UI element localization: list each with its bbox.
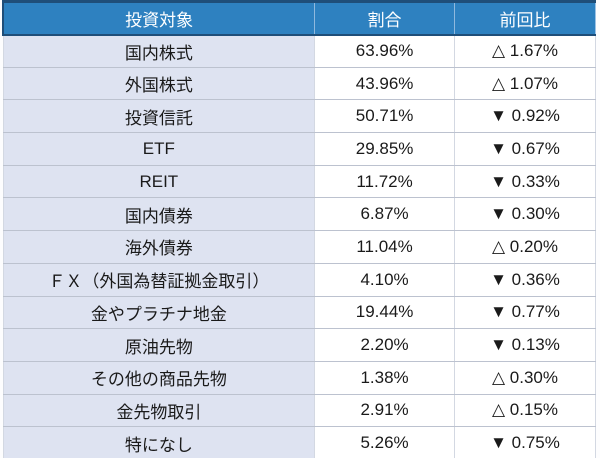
change-value: 0.67% — [506, 138, 560, 158]
change-cell: ▼ 0.67% — [453, 132, 597, 166]
change-value: 0.20% — [505, 236, 558, 256]
share-cell: 6.87% — [314, 197, 455, 232]
direction-triangle-icon: △ — [491, 236, 506, 256]
table-row: 国内債券 6.87% ▼ 0.30% — [2, 197, 597, 232]
change-value: 0.33% — [506, 171, 560, 191]
share-cell: 2.91% — [314, 393, 455, 428]
asset-name-cell: 原油先物 — [2, 328, 316, 362]
table-row: ETF 29.85% ▼ 0.67% — [2, 132, 597, 166]
change-value: 1.07% — [505, 73, 558, 93]
share-cell: 2.20% — [314, 328, 455, 362]
table-row: 原油先物 2.20% ▼ 0.13% — [2, 328, 597, 362]
change-cell: ▼ 0.13% — [453, 328, 597, 362]
change-value: 0.30% — [506, 204, 560, 224]
table-row: 金やプラチナ地金 19.44% ▼ 0.77% — [2, 295, 597, 330]
col-header-change: 前回比 — [453, 0, 597, 36]
change-value: 0.30% — [505, 367, 558, 387]
table-header: 投資対象 割合 前回比 — [2, 0, 597, 36]
direction-triangle-icon: △ — [491, 41, 506, 61]
change-value: 0.15% — [505, 400, 558, 420]
asset-name-cell: 海外債券 — [2, 230, 316, 264]
table-row: 投資信託 50.71% ▼ 0.92% — [2, 99, 597, 134]
share-cell: 5.26% — [314, 426, 455, 458]
change-cell: ▼ 0.77% — [453, 295, 597, 330]
table-row: 外国株式 43.96% △ 1.07% — [2, 66, 597, 101]
share-cell: 63.96% — [314, 34, 455, 68]
direction-triangle-icon: ▼ — [490, 269, 507, 289]
change-cell: △ 0.15% — [453, 393, 597, 428]
direction-triangle-icon: ▼ — [490, 171, 507, 191]
direction-triangle-icon: △ — [491, 400, 506, 420]
table-row: ＦＸ（外国為替証拠金取引） 4.10% ▼ 0.36% — [2, 262, 597, 297]
asset-name-cell: その他の商品先物 — [2, 360, 316, 395]
change-value: 1.67% — [505, 41, 558, 61]
asset-name-cell: 投資信託 — [2, 99, 316, 134]
direction-triangle-icon: △ — [491, 367, 506, 387]
change-cell: ▼ 0.36% — [453, 262, 597, 297]
change-cell: △ 1.07% — [453, 66, 597, 101]
change-value: 0.92% — [506, 106, 560, 126]
table-row: 海外債券 11.04% △ 0.20% — [2, 230, 597, 264]
asset-name-cell: 金やプラチナ地金 — [2, 295, 316, 330]
change-cell: △ 0.20% — [453, 230, 597, 264]
direction-triangle-icon: ▼ — [490, 433, 507, 453]
asset-name-cell: 国内債券 — [2, 197, 316, 232]
share-cell: 11.04% — [314, 230, 455, 264]
share-cell: 29.85% — [314, 132, 455, 166]
change-cell: ▼ 0.33% — [453, 164, 597, 199]
direction-triangle-icon: ▼ — [490, 106, 507, 126]
asset-name-cell: ETF — [2, 132, 316, 166]
asset-name-cell: 特になし — [2, 426, 316, 458]
direction-triangle-icon: ▼ — [490, 204, 507, 224]
change-value: 0.77% — [506, 302, 560, 322]
asset-name-cell: REIT — [2, 164, 316, 199]
change-cell: ▼ 0.92% — [453, 99, 597, 134]
header-row: 投資対象 割合 前回比 — [2, 0, 597, 36]
direction-triangle-icon: ▼ — [490, 335, 507, 355]
table-row: REIT 11.72% ▼ 0.33% — [2, 164, 597, 199]
direction-triangle-icon: ▼ — [490, 302, 507, 322]
direction-triangle-icon: △ — [491, 73, 506, 93]
share-cell: 4.10% — [314, 262, 455, 297]
table-row: 国内株式 63.96% △ 1.67% — [2, 34, 597, 68]
share-cell: 1.38% — [314, 360, 455, 395]
change-value: 0.75% — [506, 433, 560, 453]
change-cell: △ 0.30% — [453, 360, 597, 395]
asset-name-cell: 外国株式 — [2, 66, 316, 101]
table-row: 特になし 5.26% ▼ 0.75% — [2, 426, 597, 458]
table-body: 国内株式 63.96% △ 1.67% 外国株式 43.96% △ 1.07% … — [2, 34, 597, 458]
col-header-asset: 投資対象 — [2, 0, 316, 36]
share-cell: 11.72% — [314, 164, 455, 199]
share-cell: 43.96% — [314, 66, 455, 101]
change-cell: △ 1.67% — [453, 34, 597, 68]
table-row: 金先物取引 2.91% △ 0.15% — [2, 393, 597, 428]
direction-triangle-icon: ▼ — [490, 138, 507, 158]
col-header-share: 割合 — [314, 0, 455, 36]
asset-name-cell: 国内株式 — [2, 34, 316, 68]
change-cell: ▼ 0.75% — [453, 426, 597, 458]
change-cell: ▼ 0.30% — [453, 197, 597, 232]
change-value: 0.36% — [506, 269, 560, 289]
asset-name-cell: 金先物取引 — [2, 393, 316, 428]
change-value: 0.13% — [506, 335, 560, 355]
share-cell: 19.44% — [314, 295, 455, 330]
asset-name-cell: ＦＸ（外国為替証拠金取引） — [2, 262, 316, 297]
share-cell: 50.71% — [314, 99, 455, 134]
table-row: その他の商品先物 1.38% △ 0.30% — [2, 360, 597, 395]
